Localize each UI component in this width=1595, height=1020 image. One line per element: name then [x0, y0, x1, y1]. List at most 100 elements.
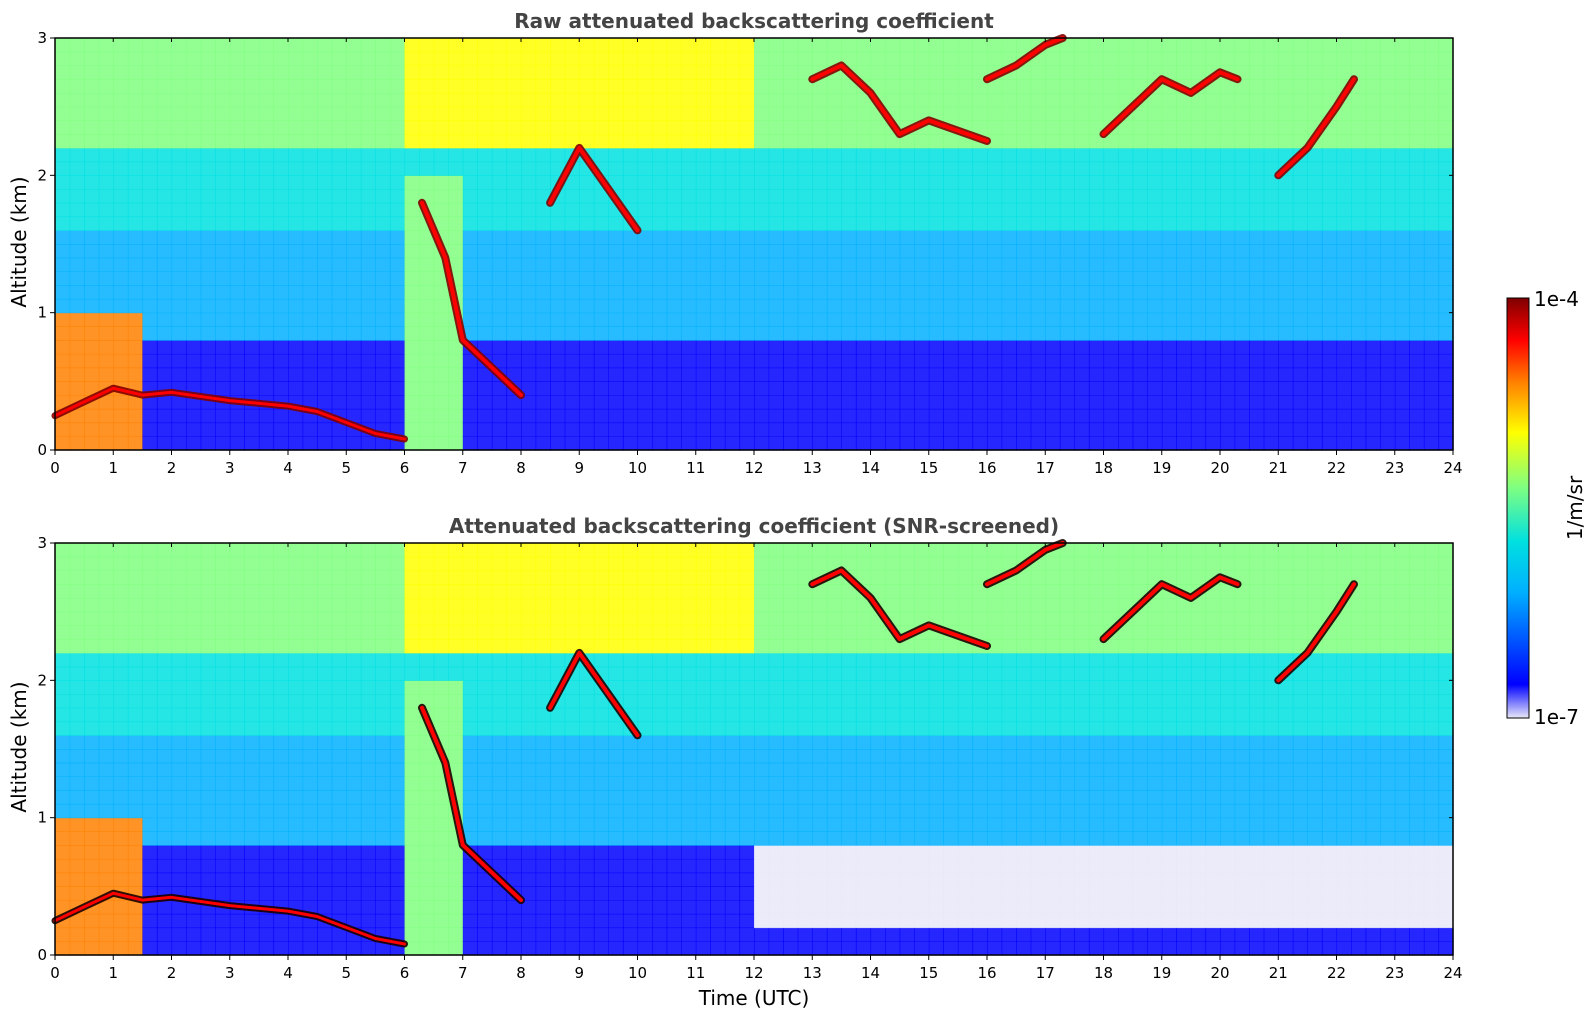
heatmap-cell: [622, 790, 639, 805]
heatmap-cell: [914, 216, 930, 231]
heatmap-cell: [462, 639, 478, 654]
heatmap-cell: [1001, 611, 1017, 626]
heatmap-cell: [622, 340, 639, 355]
heatmap-cell: [84, 666, 100, 681]
heatmap-cell: [171, 161, 187, 176]
heatmap-cell: [244, 92, 260, 108]
heatmap-cell: [448, 639, 464, 654]
heatmap-cell: [899, 790, 915, 805]
heatmap-cell: [142, 161, 158, 176]
heatmap-cell: [724, 92, 741, 108]
heatmap-cell: [899, 749, 915, 764]
heatmap-cell: [695, 92, 711, 108]
heatmap-cell: [69, 340, 85, 355]
heatmap-cell: [652, 408, 668, 424]
heatmap-cell: [317, 161, 333, 176]
heatmap-cell: [448, 244, 464, 259]
heatmap-cell: [404, 652, 420, 668]
heatmap-cell: [389, 422, 406, 437]
heatmap-cell: [360, 584, 376, 599]
heatmap-cell: [637, 189, 653, 204]
heatmap-cell: [1423, 408, 1440, 424]
heatmap-cell: [914, 257, 930, 272]
heatmap-cell: [812, 652, 828, 668]
heatmap-cell: [477, 79, 493, 94]
heatmap-cell: [433, 120, 449, 135]
heatmap-cell: [1016, 694, 1032, 709]
heatmap-cell: [302, 749, 318, 764]
heatmap-cell: [593, 381, 609, 396]
heatmap-cell: [1234, 230, 1250, 245]
heatmap-cell: [593, 652, 609, 668]
heatmap-cell: [1074, 92, 1090, 108]
heatmap-cell: [1132, 285, 1148, 300]
heatmap-cell: [593, 147, 609, 163]
heatmap-cell: [899, 244, 915, 259]
heatmap-cell: [783, 556, 799, 571]
heatmap-cell: [55, 831, 71, 846]
heatmap-cell: [360, 639, 376, 654]
heatmap-cell: [1045, 353, 1061, 369]
heatmap-cell: [389, 312, 406, 327]
heatmap-cell: [69, 639, 85, 654]
heatmap-cell: [550, 79, 566, 94]
heatmap-cell: [1234, 106, 1250, 121]
heatmap-cell: [1220, 395, 1236, 410]
heatmap-cell: [564, 202, 580, 218]
heatmap-cell: [448, 749, 464, 764]
heatmap-cell: [535, 51, 551, 66]
heatmap-cell: [579, 790, 595, 805]
heatmap-cell: [477, 271, 493, 286]
heatmap-cell: [127, 395, 143, 410]
heatmap-cell: [1409, 312, 1425, 327]
heatmap-cell: [797, 584, 813, 599]
heatmap-cell: [1118, 147, 1134, 163]
heatmap-cell: [69, 408, 85, 424]
heatmap-cell: [462, 298, 478, 314]
heatmap-cell: [1263, 147, 1279, 163]
heatmap-cell: [987, 326, 1003, 341]
heatmap-cell: [1074, 202, 1090, 218]
heatmap-cell: [229, 831, 245, 846]
heatmap-cell: [462, 707, 478, 723]
heatmap-cell: [389, 803, 406, 819]
heatmap-cell: [1365, 230, 1381, 245]
heatmap-cell: [957, 257, 974, 272]
heatmap-cell: [1001, 749, 1017, 764]
heatmap-cell: [1176, 189, 1192, 204]
heatmap-cell: [360, 202, 376, 218]
heatmap-cell: [710, 597, 726, 613]
heatmap-cell: [695, 639, 711, 654]
heatmap-cell: [113, 298, 129, 314]
heatmap-cell: [156, 92, 173, 108]
heatmap-cell: [914, 161, 930, 176]
heatmap-cell: [564, 134, 580, 149]
heatmap-cell: [870, 886, 886, 901]
heatmap-cell: [375, 707, 391, 723]
heatmap-cell: [419, 886, 435, 901]
heatmap-cell: [957, 202, 974, 218]
heatmap-cell: [1088, 285, 1105, 300]
heatmap-cell: [258, 707, 275, 723]
heatmap-cell: [914, 776, 930, 791]
heatmap-cell: [943, 51, 959, 66]
heatmap-cell: [855, 436, 872, 451]
heatmap-cell: [870, 913, 886, 929]
heatmap-cell: [593, 721, 609, 736]
heatmap-cell: [200, 597, 216, 613]
heatmap-cell: [113, 597, 129, 613]
x-tick-label: 2: [167, 459, 177, 477]
heatmap-cell: [69, 147, 85, 163]
heatmap-cell: [360, 92, 376, 108]
heatmap-cell: [943, 230, 959, 245]
heatmap-cell: [1423, 298, 1440, 314]
heatmap-cell: [477, 694, 493, 709]
heatmap-cell: [55, 858, 71, 874]
heatmap-cell: [142, 611, 158, 626]
x-tick-label: 7: [458, 459, 468, 477]
heatmap-cell: [826, 790, 842, 805]
heatmap-cell: [244, 120, 260, 135]
heatmap-cell: [1147, 408, 1163, 424]
heatmap-cell: [637, 597, 653, 613]
heatmap-cell: [331, 639, 347, 654]
